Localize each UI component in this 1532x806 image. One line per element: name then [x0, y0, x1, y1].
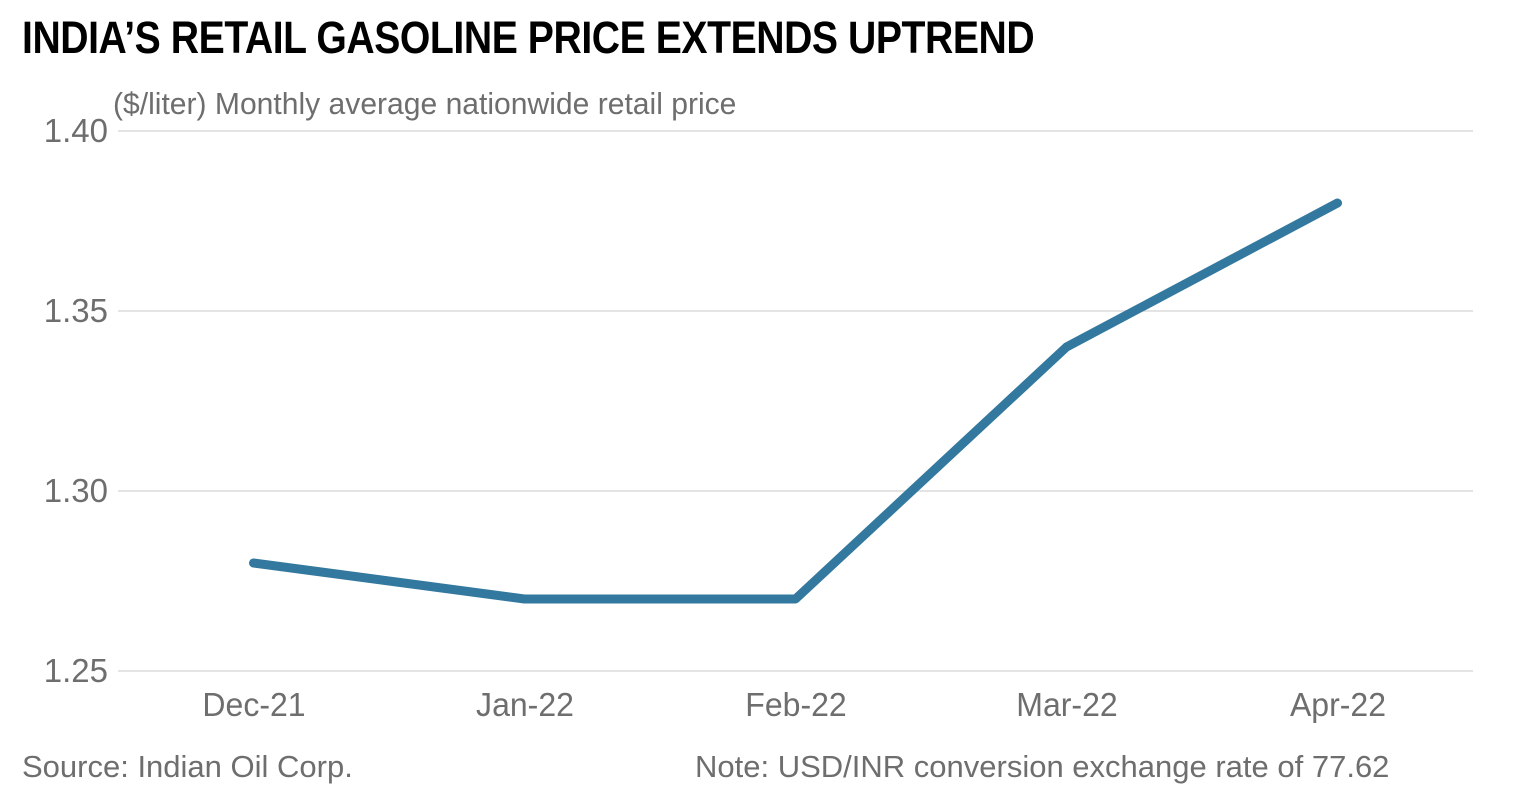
note-text: Note: USD/INR conversion exchange rate o… — [695, 749, 1390, 784]
x-axis-tick-label: Jan-22 — [475, 686, 574, 723]
chart-title: INDIA’S RETAIL GASOLINE PRICE EXTENDS UP… — [22, 12, 1035, 63]
y-axis-tick-label: 1.40 — [43, 112, 108, 149]
x-axis-tick-label: Feb-22 — [744, 686, 847, 723]
y-axis-tick-label: 1.35 — [43, 292, 108, 329]
price-trend-line — [249, 198, 1342, 604]
chart-subtitle: ($/liter) Monthly average nationwide ret… — [113, 86, 737, 121]
x-axis-tick-label: Dec-21 — [201, 686, 306, 723]
x-axis-tick-label: Mar-22 — [1015, 686, 1118, 723]
y-axis-tick-label: 1.25 — [43, 652, 108, 689]
source-text: Source: Indian Oil Corp. — [22, 749, 353, 784]
y-axis-tick-label: 1.30 — [43, 472, 108, 509]
x-axis-tick-label: Apr-22 — [1289, 686, 1386, 723]
